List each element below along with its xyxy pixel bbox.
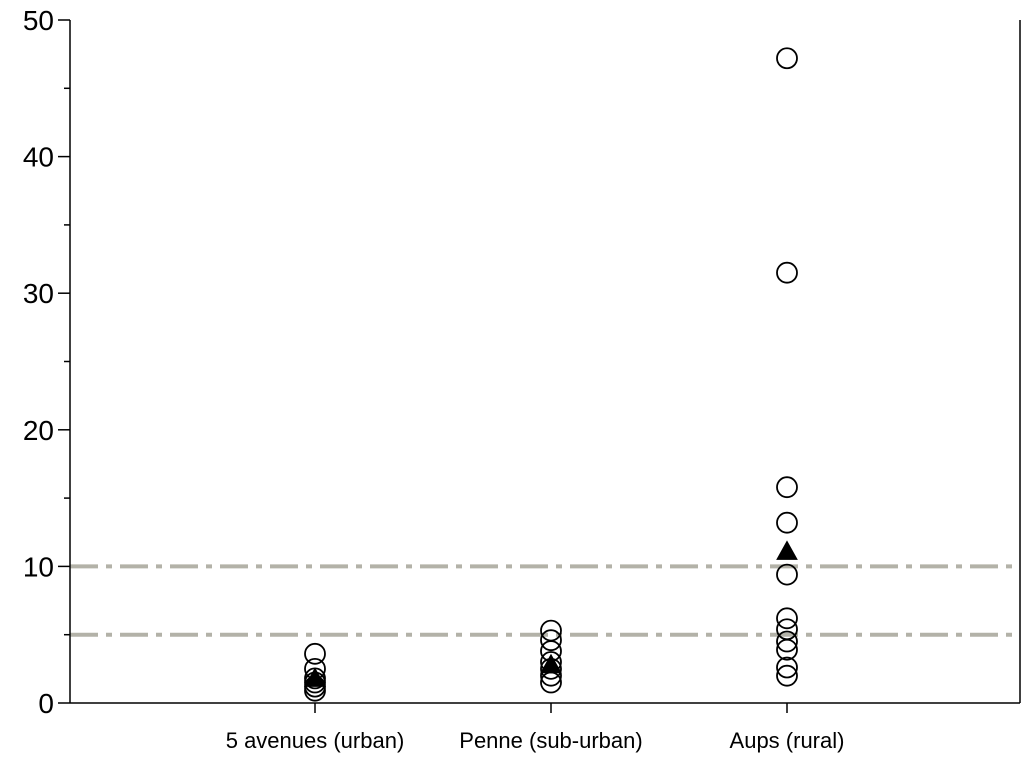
data-point-circle: [776, 563, 798, 586]
data-point-circle: [304, 642, 326, 665]
data-point-circle: [776, 664, 798, 687]
y-tick-label: 40: [23, 142, 54, 173]
data-point-mean-triangle: [776, 540, 798, 560]
data-point-circle: [776, 511, 798, 534]
data-point-circle: [776, 261, 798, 284]
data-point-circle: [776, 47, 798, 70]
data-point-circle: [540, 629, 562, 652]
data-point-circle: [776, 656, 798, 679]
data-point-circle: [776, 630, 798, 653]
data-point-circle: [776, 476, 798, 499]
x-tick-label: Aups (rural): [730, 728, 845, 753]
y-tick-label: 20: [23, 415, 54, 446]
data-point-mean-triangle: [540, 653, 562, 674]
y-tick-label: 30: [23, 278, 54, 309]
data-point-circle: [776, 618, 798, 641]
x-tick-label: Penne (sub-urban): [459, 728, 642, 753]
x-tick-label: 5 avenues (urban): [226, 728, 405, 753]
data-point-mean-triangle: [304, 667, 326, 687]
y-tick-label: 10: [23, 551, 54, 582]
data-point-circle: [776, 607, 798, 630]
y-tick-label: 0: [38, 688, 54, 719]
y-tick-label: 50: [23, 5, 54, 36]
data-point-circle: [540, 619, 562, 642]
